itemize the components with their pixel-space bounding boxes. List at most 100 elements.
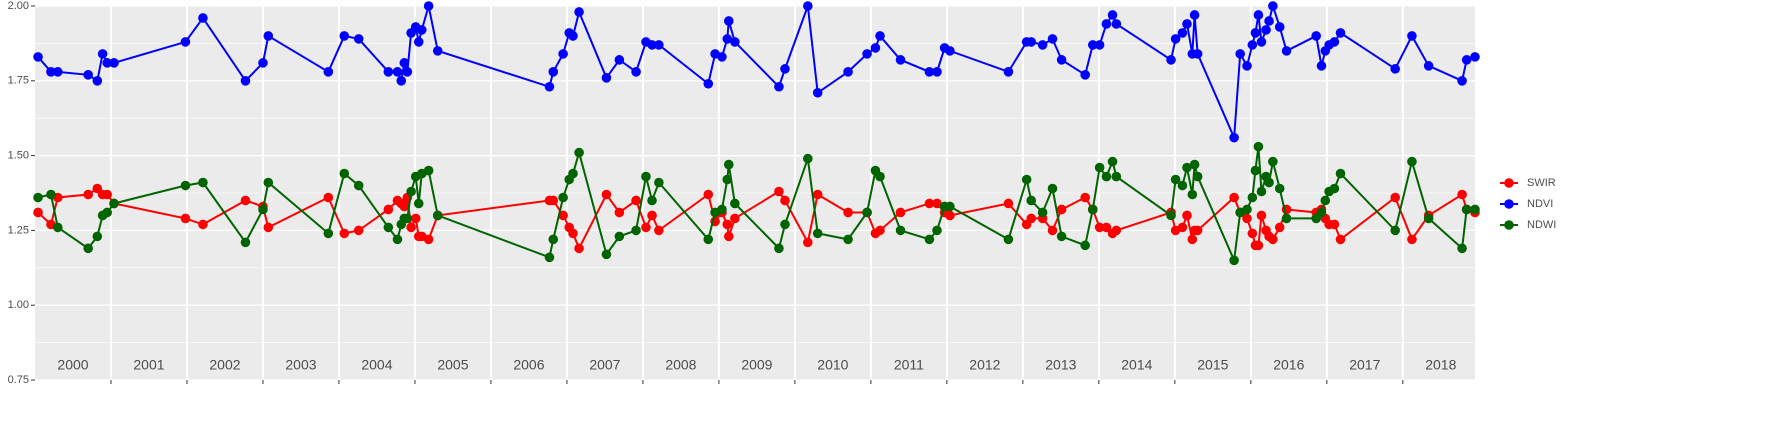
data-point xyxy=(406,222,416,233)
data-point xyxy=(730,37,740,47)
data-point xyxy=(1256,37,1267,47)
data-point xyxy=(1250,28,1261,38)
data-point xyxy=(1177,180,1188,191)
data-point xyxy=(339,168,350,179)
data-point xyxy=(932,225,942,236)
data-point xyxy=(383,204,394,215)
x-tick-label: 2014 xyxy=(1121,357,1152,373)
data-point xyxy=(1170,34,1181,44)
data-point xyxy=(601,249,612,260)
data-point xyxy=(843,234,853,245)
data-point xyxy=(774,243,784,254)
data-point xyxy=(1253,10,1264,20)
data-point xyxy=(614,55,625,65)
data-point xyxy=(924,234,935,245)
data-point xyxy=(399,201,410,212)
legend-marker xyxy=(1504,178,1514,188)
data-point xyxy=(1457,76,1467,86)
data-point xyxy=(1461,204,1472,215)
data-point xyxy=(895,207,906,218)
x-tick-label: 2011 xyxy=(894,357,924,373)
data-point xyxy=(1003,67,1014,77)
data-point xyxy=(875,171,885,182)
data-point xyxy=(614,231,625,242)
data-point xyxy=(945,210,955,221)
data-point xyxy=(1101,222,1112,233)
data-point xyxy=(722,34,733,44)
data-point xyxy=(109,58,119,68)
data-point xyxy=(399,58,410,68)
legend-label: NDVI xyxy=(1527,198,1553,210)
data-point xyxy=(568,31,578,41)
data-point xyxy=(574,7,584,17)
data-point xyxy=(423,234,434,245)
data-point xyxy=(1101,171,1112,182)
data-point xyxy=(392,67,403,77)
data-point xyxy=(1111,19,1122,29)
data-point xyxy=(1229,192,1239,203)
data-point xyxy=(1316,207,1327,218)
data-point xyxy=(102,189,112,200)
data-point xyxy=(240,195,251,206)
data-point xyxy=(1056,204,1067,215)
data-point xyxy=(1316,61,1327,71)
data-point xyxy=(1242,61,1252,71)
x-tick-label: 2013 xyxy=(1045,357,1076,373)
data-point xyxy=(723,231,734,242)
data-point xyxy=(1407,234,1417,245)
data-point xyxy=(1390,225,1401,236)
data-point xyxy=(180,37,191,47)
data-point xyxy=(774,186,784,197)
data-point xyxy=(862,49,872,59)
y-tick-label: 2.00 xyxy=(8,0,29,12)
data-point xyxy=(1335,168,1346,179)
x-tick-label: 2006 xyxy=(513,357,544,373)
data-point xyxy=(1087,40,1098,50)
data-point xyxy=(1311,31,1321,41)
data-point xyxy=(1461,55,1472,65)
data-point xyxy=(52,222,63,233)
data-point xyxy=(1329,37,1340,47)
data-point xyxy=(198,177,208,188)
x-tick-label: 2008 xyxy=(665,357,696,373)
data-point xyxy=(1457,189,1467,200)
data-point xyxy=(1087,204,1098,215)
data-point xyxy=(647,195,657,206)
data-point xyxy=(722,174,733,185)
data-point xyxy=(945,201,955,212)
data-point xyxy=(1390,64,1401,74)
data-point xyxy=(383,67,394,77)
data-point xyxy=(568,228,578,239)
data-point xyxy=(1080,70,1090,80)
data-point xyxy=(1047,225,1058,236)
data-point xyxy=(353,225,364,236)
data-point xyxy=(180,213,191,224)
data-point xyxy=(1080,240,1090,251)
data-point xyxy=(803,1,813,11)
data-point xyxy=(945,46,955,56)
data-point xyxy=(812,228,823,239)
data-point xyxy=(641,222,651,233)
data-point xyxy=(574,147,584,158)
data-point xyxy=(1253,240,1264,251)
data-point xyxy=(703,189,714,200)
data-point xyxy=(1329,183,1340,194)
data-point xyxy=(1247,40,1258,50)
x-tick-label: 2017 xyxy=(1349,357,1380,373)
data-point xyxy=(83,243,93,254)
data-point xyxy=(97,49,108,59)
data-point xyxy=(1187,189,1198,200)
data-point xyxy=(780,64,790,74)
data-point xyxy=(52,67,63,77)
data-point xyxy=(730,213,740,224)
data-point xyxy=(1264,16,1274,26)
y-tick-label: 1.00 xyxy=(8,299,29,311)
data-point xyxy=(548,234,559,245)
data-point xyxy=(33,207,43,218)
data-point xyxy=(1047,34,1058,44)
data-point xyxy=(1268,234,1278,245)
data-point xyxy=(1229,132,1239,143)
data-point xyxy=(875,31,885,41)
data-point xyxy=(323,67,334,77)
